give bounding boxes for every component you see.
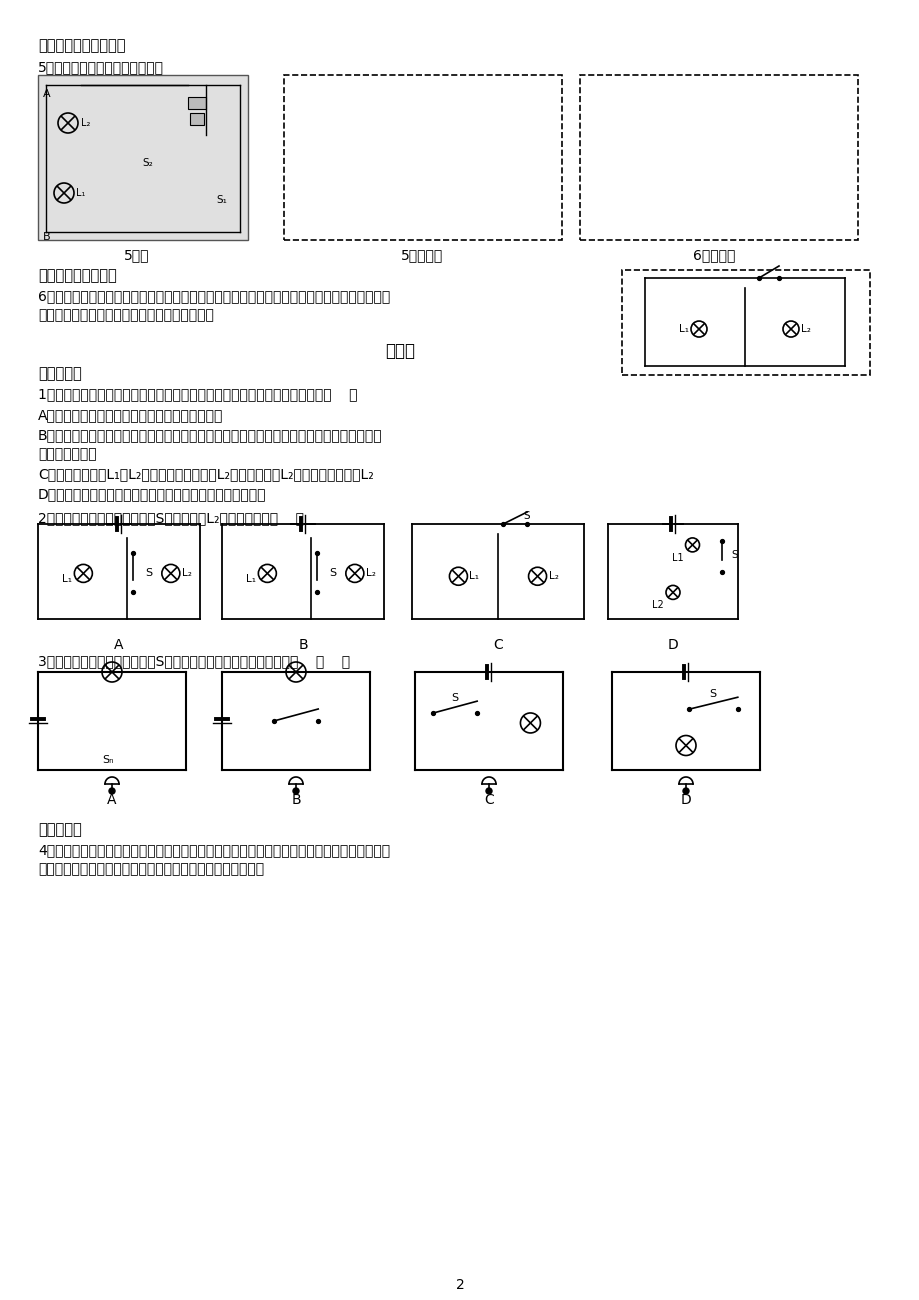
Text: D: D bbox=[667, 638, 677, 653]
Text: L₁: L₁ bbox=[76, 188, 85, 198]
Text: L₂: L₂ bbox=[548, 571, 558, 581]
Text: S₂: S₂ bbox=[142, 159, 153, 168]
Text: Sₙ: Sₙ bbox=[102, 755, 114, 764]
Text: 2: 2 bbox=[455, 1278, 464, 1292]
Bar bbox=[187, 98, 206, 109]
Text: 一、基础题: 一、基础题 bbox=[38, 367, 82, 381]
Text: S: S bbox=[329, 568, 335, 578]
Text: C: C bbox=[483, 793, 494, 807]
Text: A: A bbox=[43, 88, 51, 99]
Text: 3．在下图所示的电路中，开关S能同时控制电灯和电铃的正确电路是    （    ）: 3．在下图所示的电路中，开关S能同时控制电灯和电铃的正确电路是 （ ） bbox=[38, 654, 350, 668]
Text: S: S bbox=[451, 693, 458, 703]
Text: 6题电路图: 6题电路图 bbox=[692, 248, 734, 263]
Text: B: B bbox=[291, 793, 301, 807]
Text: 6．一般家庭的卫生间都要安装照明灯和换气扇。使用时，有时需要它们同时工作，有时需要各: 6．一般家庭的卫生间都要安装照明灯和换气扇。使用时，有时需要它们同时工作，有时需… bbox=[38, 289, 390, 303]
Text: D．在这个电路中，开关无论连在何位置，起相同的控制作用: D．在这个电路中，开关无论连在何位置，起相同的控制作用 bbox=[38, 488, 267, 500]
Text: 四、简单电路的设计: 四、简单电路的设计 bbox=[38, 268, 117, 283]
Text: 训练案: 训练案 bbox=[384, 342, 414, 360]
Text: 2．如图所示的电路图中，开关S闭合后仅有L₂灯能亮的是图（    ）: 2．如图所示的电路图中，开关S闭合后仅有L₂灯能亮的是图（ ） bbox=[38, 511, 303, 525]
Text: A: A bbox=[108, 793, 117, 807]
Text: B: B bbox=[43, 231, 51, 242]
Circle shape bbox=[292, 788, 299, 794]
Text: 关没起控制作用: 关没起控制作用 bbox=[38, 447, 96, 462]
Text: L₂: L₂ bbox=[81, 118, 90, 127]
Text: 5．根据实物图画出对应的电路图: 5．根据实物图画出对应的电路图 bbox=[38, 60, 164, 74]
Text: 1．如右上图所示电路中，下列关于开关对电路控制作用的说法中，正确的是（    ）: 1．如右上图所示电路中，下列关于开关对电路控制作用的说法中，正确的是（ ） bbox=[38, 387, 357, 400]
Text: L₂: L₂ bbox=[800, 324, 810, 334]
Text: S: S bbox=[145, 568, 152, 578]
Text: 5题电路图: 5题电路图 bbox=[401, 248, 443, 263]
Bar bbox=[190, 113, 204, 125]
Text: A: A bbox=[114, 638, 124, 653]
Text: C．开关连在灯泡L₁与L₂之间，开关断开时，L₂中有电，只有L₂发光，开关只控制L₂: C．开关连在灯泡L₁与L₂之间，开关断开时，L₂中有电，只有L₂发光，开关只控制… bbox=[38, 467, 373, 481]
FancyBboxPatch shape bbox=[284, 75, 562, 240]
Text: B．开关连在靠近电源负极一端，因为开关无论闭合还是断开，灯泡都带电，都发光，所以开: B．开关连在靠近电源负极一端，因为开关无论闭合还是断开，灯泡都带电，都发光，所以… bbox=[38, 428, 382, 442]
Text: 三、由实物图到电路图: 三、由实物图到电路图 bbox=[38, 38, 125, 53]
Text: 5题图: 5题图 bbox=[124, 248, 150, 263]
Text: D: D bbox=[680, 793, 690, 807]
Text: L1: L1 bbox=[671, 552, 683, 563]
Circle shape bbox=[108, 788, 115, 794]
FancyBboxPatch shape bbox=[621, 270, 869, 374]
Text: C: C bbox=[493, 638, 503, 653]
Text: L₁: L₁ bbox=[469, 571, 479, 581]
Text: L₂: L₂ bbox=[366, 568, 375, 578]
Circle shape bbox=[682, 788, 688, 794]
Text: L₁: L₁ bbox=[246, 575, 256, 585]
Text: S₁: S₁ bbox=[216, 195, 227, 205]
Circle shape bbox=[485, 788, 492, 794]
Text: S: S bbox=[731, 550, 737, 560]
Text: A．开关连在靠近电源正极一端，才能起控制作用: A．开关连在靠近电源正极一端，才能起控制作用 bbox=[38, 408, 223, 422]
Text: L2: L2 bbox=[652, 601, 664, 611]
Text: L₁: L₁ bbox=[678, 324, 688, 334]
FancyBboxPatch shape bbox=[38, 75, 248, 240]
Text: L₁: L₁ bbox=[62, 575, 73, 585]
Text: S: S bbox=[709, 689, 715, 699]
Text: 4．路口交通指示灯可以通过不同颜色灯光的变化指挥车辆和行人的交通行为。据你对交通指示: 4．路口交通指示灯可以通过不同颜色灯光的变化指挥车辆和行人的交通行为。据你对交通… bbox=[38, 842, 390, 857]
Text: B: B bbox=[298, 638, 308, 653]
FancyBboxPatch shape bbox=[579, 75, 857, 240]
Text: 二、提高题: 二、提高题 bbox=[38, 822, 82, 837]
Text: S: S bbox=[523, 511, 529, 521]
Text: 自独立工作，请在右上虚线框中画出其电路图。: 自独立工作，请在右上虚线框中画出其电路图。 bbox=[38, 308, 213, 322]
Text: L₂: L₂ bbox=[182, 568, 191, 578]
Text: 灯的了解，你认为三种不同颜色的灯是如何连接的，为什么？: 灯的了解，你认为三种不同颜色的灯是如何连接的，为什么？ bbox=[38, 862, 264, 876]
